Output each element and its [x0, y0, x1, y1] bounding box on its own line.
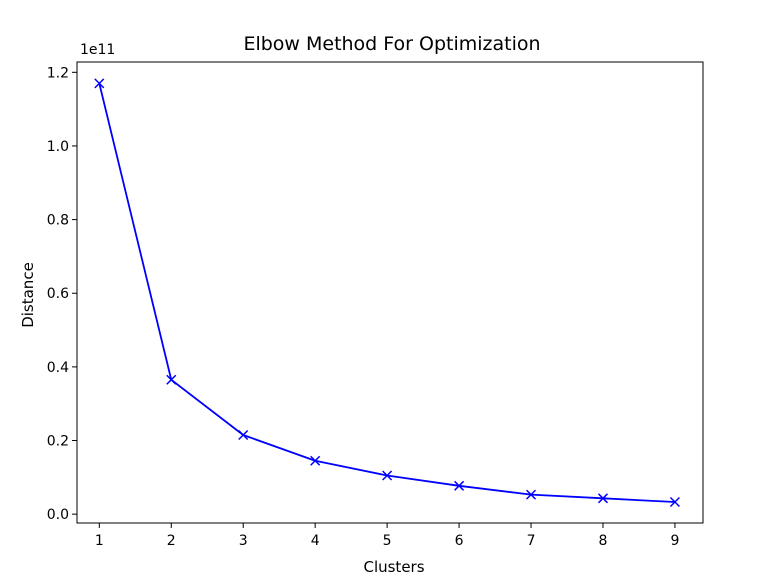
x-tick-label: 2: [167, 533, 176, 549]
x-tick-label: 6: [455, 533, 464, 549]
y-axis-label: Distance: [19, 262, 37, 328]
x-axis-label: Clusters: [363, 558, 424, 576]
axes-frame: [76, 61, 704, 524]
data-point-marker: [669, 496, 680, 508]
plot-area: 1 2 3 4 5 6 7 8 9 0.0 0.2 0.4 0.6 0.8 1.0 1.2: [47, 61, 704, 549]
x-tick-label: 8: [599, 533, 608, 549]
data-point-marker: [166, 374, 177, 385]
x-tick-label: 4: [311, 533, 320, 549]
y-tick-label: 0.0: [47, 507, 69, 523]
data-point-marker: [310, 455, 321, 466]
y-tick-label: 0.8: [47, 213, 69, 229]
y-axis-offset-label: 1e11: [80, 42, 115, 58]
data-point-marker: [597, 493, 609, 504]
series-line: [98, 83, 675, 503]
x-tick-label: 1: [95, 533, 104, 549]
y-tick-label: 0.2: [47, 434, 69, 450]
x-tick-label: 9: [670, 533, 679, 549]
chart-title: Elbow Method For Optimization: [243, 33, 540, 55]
x-tick-label: 5: [383, 533, 392, 549]
x-tick-label: 7: [527, 533, 536, 549]
data-point-marker: [525, 489, 537, 500]
data-point-marker: [382, 470, 393, 481]
y-tick-label: 0.4: [47, 360, 69, 376]
data-point-marker: [454, 480, 465, 491]
y-tick-label: 1.2: [47, 65, 69, 81]
x-tick-label: 3: [239, 533, 248, 549]
y-tick-label: 1.0: [47, 139, 69, 155]
y-tick-label: 0.6: [47, 286, 69, 302]
data-point-marker: [238, 429, 249, 441]
data-point-marker: [94, 78, 105, 89]
